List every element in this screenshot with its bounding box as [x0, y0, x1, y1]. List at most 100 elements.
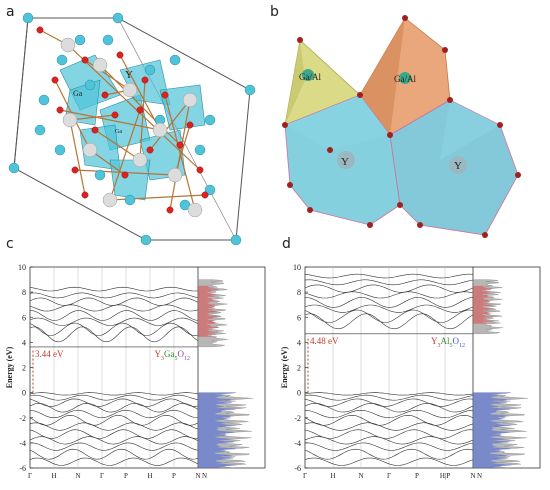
kpoint-label: N — [195, 472, 200, 480]
kpoint-label: P — [415, 472, 419, 480]
y-tick-label: 10 — [293, 263, 301, 272]
o-atom — [287, 182, 293, 188]
atom-label-ga-2: Ga — [115, 129, 122, 135]
o-atom — [81, 56, 89, 64]
o-atom — [121, 171, 129, 179]
y-tick-label: -4 — [19, 439, 26, 448]
kpoint-label: Γ — [303, 472, 307, 480]
panel-d-letter: d — [282, 236, 291, 252]
kpoint-label: N — [470, 472, 475, 480]
panel-c-letter: c — [6, 236, 14, 252]
y-atom — [92, 57, 108, 73]
y-tick-label: -2 — [19, 414, 26, 423]
o-atom — [176, 141, 184, 149]
ga-atom — [124, 194, 136, 206]
panel-d-band-structure: -6 -4 -2 0 2 4 6 8 10 Energy (eV) Γ H N Γ P H|P N 4.48 eV… — [280, 263, 541, 480]
dos-panel — [197, 279, 253, 469]
ga-atom — [144, 64, 156, 76]
panel-c-band-structure: -6 -4 -2 0 2 4 6 8 10 Energy (eV) Γ H N Γ P H P N 3.44 eV Y… — [5, 263, 266, 480]
ga-atom — [102, 34, 114, 46]
gap-label: 4.48 eV — [310, 336, 339, 346]
y-axis-label: Energy (eV) — [280, 346, 289, 388]
y-tick-label: -6 — [294, 464, 301, 473]
ga-atom — [8, 162, 20, 174]
site-label-y-2: Y — [454, 160, 462, 172]
band-lines — [29, 286, 199, 466]
o-atom — [166, 206, 174, 214]
ga-atom — [54, 144, 66, 156]
ga-atom — [112, 12, 124, 24]
o-atom — [307, 207, 313, 213]
y-atom — [122, 82, 138, 98]
site-label-ga-al-1: Ga/Al — [299, 72, 321, 82]
ga-atom — [140, 234, 152, 245]
o-atom — [91, 126, 99, 134]
o-atom — [282, 122, 288, 128]
panel-b-polyhedra: Ga/Al Ga/Al Y Y — [282, 15, 521, 238]
compound-formula: Y3Ga5O12 — [155, 349, 191, 362]
o-atom — [201, 191, 209, 199]
o-atom — [36, 26, 44, 34]
y-tick-label: 8 — [22, 288, 26, 297]
ga-atom — [204, 184, 216, 196]
band-lines — [304, 273, 474, 466]
o-atom — [367, 222, 373, 228]
y-atom — [102, 192, 118, 208]
o-atom — [196, 166, 204, 174]
o-atom — [497, 122, 503, 128]
ga-atom — [56, 54, 68, 66]
y-tick-label: 8 — [297, 288, 301, 297]
o-atom — [482, 232, 488, 238]
y-atom — [337, 151, 355, 169]
y-tick-label: -2 — [294, 414, 301, 423]
o-atom — [397, 202, 403, 208]
y-atom — [132, 152, 148, 168]
kpoint-label: H — [51, 472, 56, 480]
y-tick-label: 6 — [297, 313, 301, 322]
o-atom — [56, 106, 64, 114]
compound-formula: Y3Al5O12 — [431, 336, 465, 349]
y-tick-label: 0 — [22, 389, 26, 398]
ga-atom — [204, 114, 216, 126]
dos-label: N — [477, 472, 482, 480]
o-atom — [111, 111, 119, 119]
y-atom — [62, 112, 78, 128]
y-tick-label: 10 — [18, 263, 26, 272]
atom-label-y: Y — [125, 69, 133, 81]
y-atom — [167, 167, 183, 183]
gap-label: 3.44 eV — [35, 349, 64, 359]
ga-atom — [244, 84, 256, 96]
ga-atom — [34, 124, 46, 136]
kpoint-label: H — [147, 472, 152, 480]
panel-a-crystal-structure: Y Ga Ga — [8, 12, 256, 245]
kpoint-label: Γ — [28, 472, 32, 480]
ga-atom — [169, 54, 181, 66]
bonds — [39, 29, 206, 211]
o-atom — [357, 92, 363, 98]
kpoint-label: H — [330, 472, 335, 480]
y-atom — [152, 122, 168, 138]
y-tick-label: 4 — [297, 338, 301, 347]
o-atom — [136, 106, 144, 114]
ga-atom — [84, 79, 96, 91]
o-atom — [402, 15, 408, 21]
o-atom — [51, 76, 59, 84]
kpoint-label: P — [172, 472, 176, 480]
kpoint-label: Γ — [387, 472, 391, 480]
ga-atom — [230, 234, 242, 245]
ga-atom — [22, 12, 34, 24]
y-tick-label: 6 — [22, 313, 26, 322]
o-atom — [387, 132, 393, 138]
y-tick-label: 0 — [297, 389, 301, 398]
kpoint-label: H|P — [440, 472, 450, 480]
ga-al-atom — [302, 69, 314, 81]
ga-atom — [194, 144, 206, 156]
y-atom — [182, 92, 198, 108]
panel-a-letter: a — [6, 4, 15, 20]
site-label-ga-al-2: Ga/Al — [394, 74, 416, 84]
y-atom — [60, 37, 76, 53]
o-atom — [71, 166, 79, 174]
o-atom — [515, 172, 521, 178]
o-atom — [81, 191, 89, 199]
o-atom — [186, 121, 194, 129]
